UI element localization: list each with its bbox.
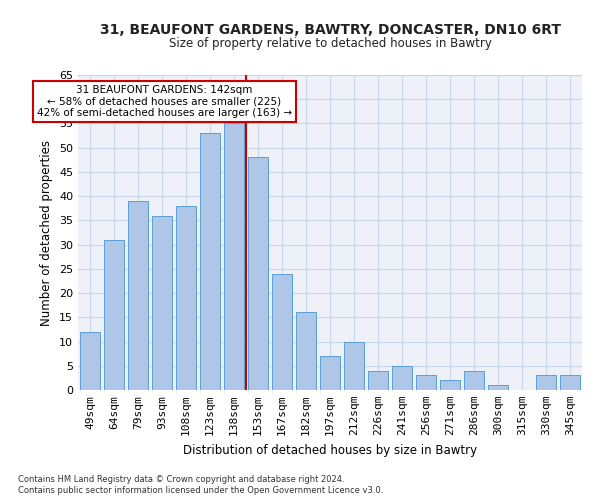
Text: 31, BEAUFONT GARDENS, BAWTRY, DONCASTER, DN10 6RT: 31, BEAUFONT GARDENS, BAWTRY, DONCASTER,…	[100, 22, 560, 36]
Bar	[344, 342, 364, 390]
Bar	[200, 133, 220, 390]
Bar	[272, 274, 292, 390]
X-axis label: Distribution of detached houses by size in Bawtry: Distribution of detached houses by size …	[183, 444, 477, 456]
Bar	[560, 376, 580, 390]
Bar	[296, 312, 316, 390]
Y-axis label: Number of detached properties: Number of detached properties	[40, 140, 53, 326]
Text: Contains public sector information licensed under the Open Government Licence v3: Contains public sector information licen…	[18, 486, 383, 495]
Bar	[368, 370, 388, 390]
Bar	[488, 385, 508, 390]
Bar	[536, 376, 556, 390]
Bar	[392, 366, 412, 390]
Bar	[128, 201, 148, 390]
Bar	[224, 124, 244, 390]
Text: Size of property relative to detached houses in Bawtry: Size of property relative to detached ho…	[169, 38, 491, 51]
Text: Contains HM Land Registry data © Crown copyright and database right 2024.: Contains HM Land Registry data © Crown c…	[18, 475, 344, 484]
Text: 31 BEAUFONT GARDENS: 142sqm
← 58% of detached houses are smaller (225)
42% of se: 31 BEAUFONT GARDENS: 142sqm ← 58% of det…	[37, 84, 292, 118]
Bar	[440, 380, 460, 390]
Bar	[416, 376, 436, 390]
Bar	[176, 206, 196, 390]
Bar	[152, 216, 172, 390]
Bar	[320, 356, 340, 390]
Bar	[464, 370, 484, 390]
Bar	[104, 240, 124, 390]
Bar	[248, 158, 268, 390]
Bar	[80, 332, 100, 390]
